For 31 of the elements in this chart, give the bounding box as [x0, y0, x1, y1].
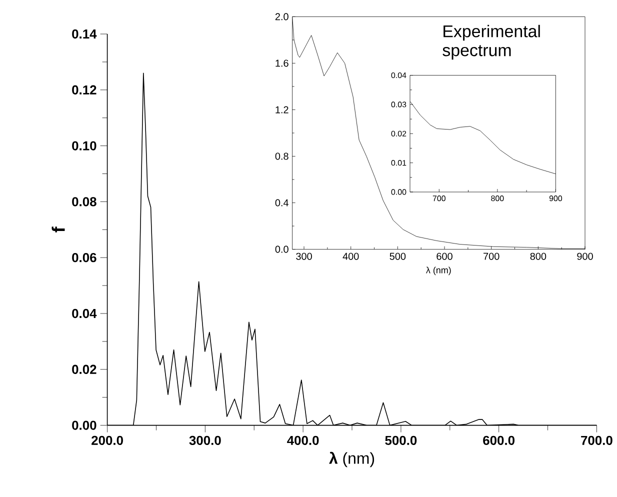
y-tick-label: 1.2 — [276, 106, 288, 114]
x-tick-label: 600.0 — [483, 436, 514, 445]
y-tick-label: 2.0 — [275, 13, 288, 20]
x-tick-label: 600 — [436, 252, 452, 260]
x-tick-label: 400 — [342, 252, 359, 260]
y-tick-label: 0.4 — [275, 199, 288, 206]
annotation: Experimental spectrum — [442, 24, 540, 60]
y-tick-label: 0.12 — [72, 85, 96, 94]
x-axis-title: λ (nm) — [426, 266, 451, 276]
y-tick-label: 1.6 — [276, 60, 288, 67]
x-tick-label: 700.0 — [581, 436, 612, 445]
y-tick-label: 0.04 — [72, 308, 97, 318]
x-tick-label: 500.0 — [385, 436, 417, 445]
y-tick-label: 0.00 — [72, 420, 96, 430]
y-tick-label: 0.08 — [72, 197, 96, 206]
x-axis-title: λ (nm) — [329, 452, 374, 468]
x-tick-label: 900 — [577, 252, 593, 260]
x-tick-label: 400.0 — [287, 436, 319, 445]
y-axis-title: f — [52, 226, 65, 232]
x-tick-label: 700 — [484, 252, 500, 260]
y-tick-label: 0.14 — [72, 29, 97, 39]
y-tick-label: 0.02 — [72, 364, 96, 374]
y-tick-label: 0.10 — [72, 141, 96, 150]
y-tick-label: 0.06 — [72, 253, 96, 262]
y-tick-label: 0.8 — [275, 152, 288, 160]
x-tick-label: 300 — [296, 252, 312, 260]
x-tick-label: 200.0 — [92, 436, 123, 445]
x-tick-label: 500 — [390, 252, 406, 260]
y-tick-label: 0.0 — [275, 246, 288, 253]
x-tick-label: 800 — [530, 252, 546, 260]
x-tick-label: 300.0 — [189, 436, 221, 446]
